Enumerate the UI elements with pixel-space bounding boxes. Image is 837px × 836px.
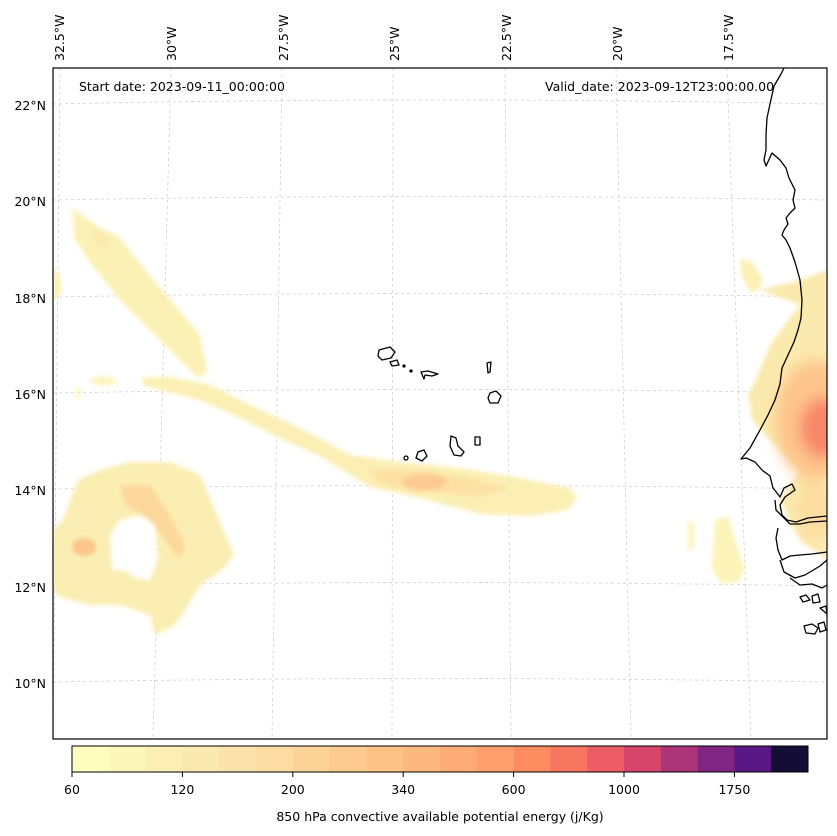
valid-date-label: Valid_date: 2023-09-12T23:00:00.00 [545, 79, 775, 94]
gridline-lon [271, 68, 283, 739]
colorbar-tick-label: 600 [501, 782, 526, 797]
lat-tick-label: 14°N [14, 483, 46, 498]
lat-tick-label: 22°N [14, 98, 46, 113]
gambia-coast [774, 499, 827, 525]
gridline-lat [53, 678, 827, 683]
gridline-lat [53, 293, 827, 298]
colorbar-tick-label: 60 [64, 782, 80, 797]
colorbar-segment [403, 746, 441, 772]
island-sao-vicente [389, 359, 400, 367]
cape-region-patch [688, 520, 694, 550]
colorbar-segment [697, 746, 735, 772]
colorbar-segment [660, 746, 699, 772]
island-boa-vista [487, 390, 502, 404]
colorbar [71, 745, 809, 777]
map-frame [52, 67, 828, 740]
island-fogo [415, 449, 428, 462]
island-brava [403, 455, 409, 461]
cape-region-central-max [403, 474, 447, 490]
cape-region-edge [53, 266, 62, 300]
cape-region-blob [90, 377, 116, 385]
colorbar-tick-label: 120 [170, 782, 195, 797]
colorbar-segment [550, 746, 588, 772]
gridline-lon [726, 68, 752, 739]
colorbar-segment [145, 746, 183, 772]
island-sao-nicolau-w [409, 369, 413, 373]
colorbar-segment [108, 746, 147, 772]
colorbar-title: 850 hPa convective available potential e… [276, 809, 604, 824]
cape-region-patch [712, 516, 745, 584]
colorbar-segment [219, 746, 257, 772]
colorbar-tick-label: 200 [280, 782, 305, 797]
island-sal [486, 361, 492, 374]
coastlines [377, 68, 827, 635]
cape-region-sw-ring-core [120, 485, 185, 560]
colorbar-segment [476, 746, 515, 772]
colorbar-segment [329, 746, 367, 772]
gridline-lat [53, 99, 827, 105]
start-date-label: Start date: 2023-09-11_00:00:00 [79, 79, 285, 94]
cape-field [53, 208, 827, 635]
colorbar-segment [624, 746, 662, 772]
gridlines [53, 68, 827, 739]
island-santo-antao [377, 346, 396, 361]
colorbar-segment [587, 746, 625, 772]
colorbar-segment [366, 746, 404, 772]
colorbar-frame [71, 745, 809, 773]
lat-tick-label: 12°N [14, 580, 46, 595]
lat-tick-label: 16°N [14, 387, 46, 402]
cape-region-nw-band [73, 208, 207, 378]
lat-tick-label: 10°N [14, 676, 46, 691]
colorbar-tick-label: 1000 [608, 782, 640, 797]
cape-region-africa-hot [800, 398, 827, 458]
gridline-lon [615, 68, 632, 739]
bijagos-islands [799, 593, 827, 635]
colorbar-segment [734, 746, 772, 772]
island-maio [474, 436, 481, 446]
african-coastline [740, 68, 827, 523]
colorbar-segment [72, 746, 110, 772]
cape-region-africa-south [797, 480, 827, 540]
guinea-bissau-coast [775, 527, 827, 589]
cape-region-sw-ring [53, 462, 234, 635]
lat-tick-label: 18°N [14, 291, 46, 306]
cape-region-sw-max [72, 538, 96, 556]
island-santa-luzia [402, 364, 406, 368]
colorbar-segment [292, 746, 331, 772]
colorbar-segment [256, 746, 294, 772]
gridline-lat [53, 196, 827, 201]
colorbar-tick-label: 1750 [718, 782, 751, 797]
cape-region-africa-north [740, 258, 762, 292]
gridline-lon [391, 68, 394, 739]
island-santiago [449, 435, 465, 457]
cape-region-nw-band-core [90, 226, 110, 246]
colorbar-segment [513, 746, 551, 772]
gridline-lon [504, 68, 512, 739]
colorbar-tick-label: 340 [391, 782, 416, 797]
colorbar-segment [771, 746, 809, 772]
gridline-lon [152, 68, 172, 739]
colorbar-segment [182, 746, 220, 772]
colorbar-segment [440, 746, 478, 772]
gridline-lon [53, 68, 61, 739]
cape-field-hot [775, 360, 827, 540]
lat-tick-label: 20°N [14, 194, 46, 209]
gridline-lat [53, 389, 827, 394]
island-sao-nicolau [420, 370, 439, 380]
cape-region-blob [76, 386, 80, 400]
